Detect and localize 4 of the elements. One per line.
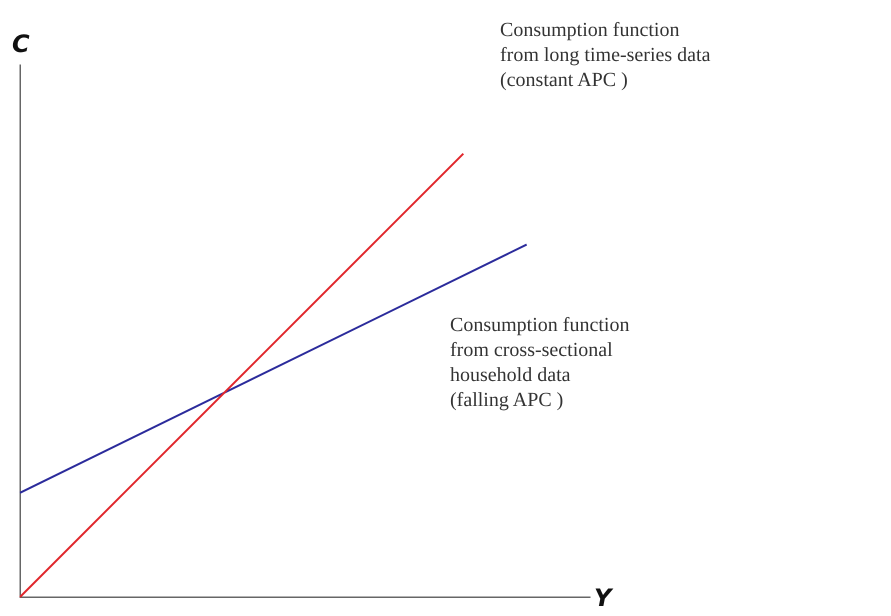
text: Consumption function from long time-series data (constant APC ): [500, 18, 710, 93]
x-axis-title: Y: [594, 584, 612, 612]
y-axis-title: C: [12, 30, 30, 58]
annotation: Consumption function from cross-sectional household data (falling APC ): [450, 313, 630, 413]
